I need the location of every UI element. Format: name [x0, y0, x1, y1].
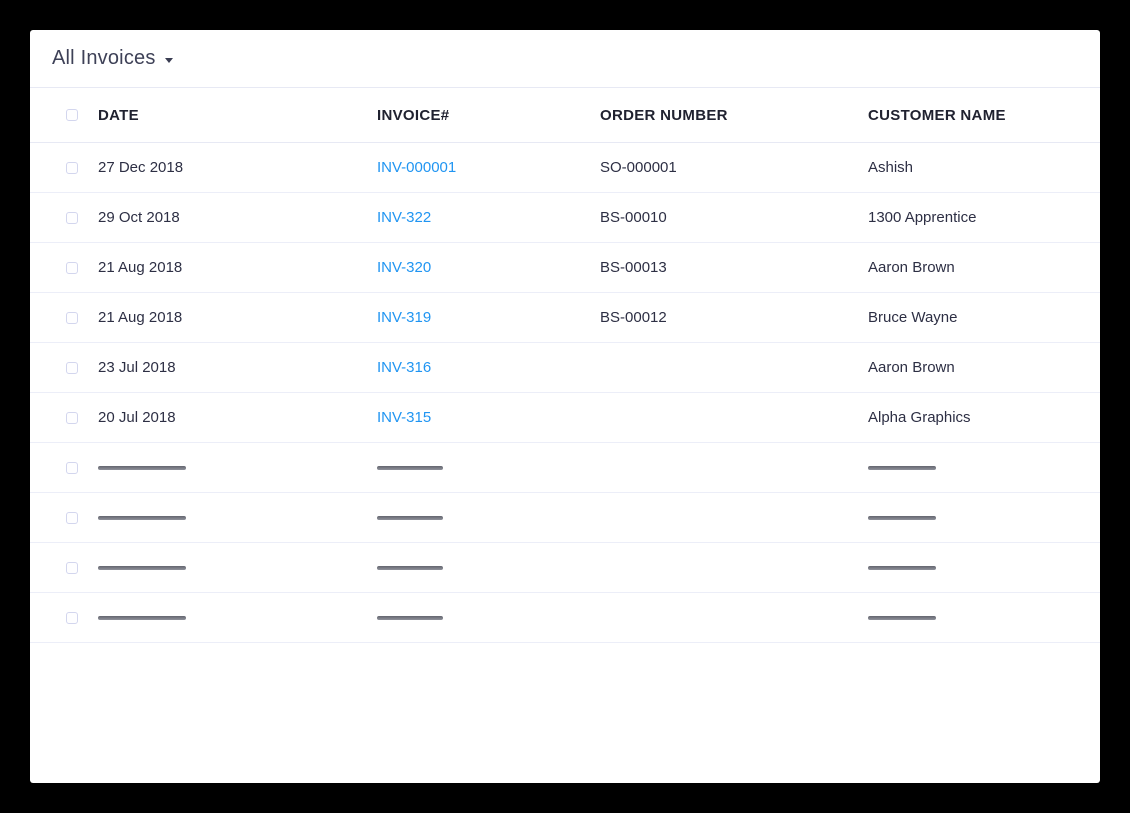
placeholder-bar	[868, 516, 936, 521]
placeholder-bar	[98, 566, 186, 571]
order-number: BS-00012	[600, 309, 667, 326]
chevron-down-icon	[164, 58, 173, 63]
table-row: 29 Oct 2018 INV-322 BS-00010 1300 Apprentic…	[30, 193, 1100, 243]
invoice-number-cell: INV-316	[377, 359, 600, 376]
row-checkbox[interactable]	[66, 211, 78, 224]
row-checkbox[interactable]	[66, 411, 78, 424]
column-header-date: DATE	[98, 106, 139, 124]
placeholder-date-cell	[98, 459, 377, 476]
row-checkbox[interactable]	[66, 311, 78, 324]
order-number: BS-00013	[600, 259, 667, 276]
invoice-rows: 27 Dec 2018 INV-000001 SO-000001 Ashish 29 O…	[30, 143, 1100, 643]
invoice-number-cell: INV-322	[377, 209, 600, 226]
select-all-checkbox[interactable]	[66, 109, 78, 121]
placeholder-customer-cell	[868, 559, 1100, 576]
row-checkbox[interactable]	[66, 361, 78, 374]
customer-name: Ashish	[868, 159, 914, 176]
table-row: 27 Dec 2018 INV-000001 SO-000001 Ashish	[30, 143, 1100, 193]
row-checkbox[interactable]	[66, 511, 78, 524]
invoice-link[interactable]: INV-320	[377, 259, 432, 276]
invoice-number-cell: INV-320	[377, 259, 600, 276]
order-number: SO-000001	[600, 159, 677, 176]
table-row: 20 Jul 2018 INV-315 Alpha Graphics	[30, 393, 1100, 443]
row-checkbox-cell	[30, 411, 98, 424]
row-checkbox[interactable]	[66, 461, 78, 474]
row-checkbox-cell	[30, 611, 98, 624]
row-checkbox-cell	[30, 261, 98, 274]
row-checkbox-cell	[30, 211, 98, 224]
placeholder-customer-cell	[868, 609, 1100, 626]
row-checkbox[interactable]	[66, 261, 78, 274]
invoice-number-cell: INV-319	[377, 309, 600, 326]
invoice-link[interactable]: INV-319	[377, 309, 432, 326]
table-row: 23 Jul 2018 INV-316 Aaron Brown	[30, 343, 1100, 393]
table-row	[30, 493, 1100, 543]
customer-name: 1300 Apprentice	[868, 209, 977, 226]
invoice-number-cell: INV-315	[377, 409, 600, 426]
placeholder-bar	[377, 616, 443, 621]
placeholder-bar	[98, 466, 186, 471]
placeholder-invoice-cell	[377, 559, 600, 576]
page-title: All Invoices	[52, 47, 156, 69]
invoice-date: 23 Jul 2018	[98, 359, 176, 376]
table-header-row: DATE INVOICE# ORDER NUMBER CUSTOMER NAME	[30, 88, 1100, 143]
placeholder-bar	[377, 466, 443, 471]
placeholder-date-cell	[98, 509, 377, 526]
row-checkbox-cell	[30, 511, 98, 524]
invoice-date: 21 Aug 2018	[98, 259, 183, 276]
title-bar: All Invoices	[30, 30, 1100, 88]
placeholder-invoice-cell	[377, 609, 600, 626]
column-header-invoice: INVOICE#	[377, 106, 450, 124]
invoice-link[interactable]: INV-316	[377, 359, 432, 376]
placeholder-bar	[98, 616, 186, 621]
invoice-date: 27 Dec 2018	[98, 159, 184, 176]
placeholder-invoice-cell	[377, 459, 600, 476]
placeholder-bar	[377, 516, 443, 521]
table-row	[30, 443, 1100, 493]
invoice-date: 20 Jul 2018	[98, 409, 176, 426]
row-checkbox-cell	[30, 561, 98, 574]
table-row: 21 Aug 2018 INV-320 BS-00013 Aaron Brown	[30, 243, 1100, 293]
row-checkbox[interactable]	[66, 161, 78, 174]
invoice-link[interactable]: INV-322	[377, 209, 432, 226]
customer-name: Alpha Graphics	[868, 409, 971, 426]
customer-name: Aaron Brown	[868, 359, 955, 376]
invoice-view-dropdown[interactable]: All Invoices	[52, 47, 173, 70]
placeholder-bar	[868, 616, 936, 621]
order-number: BS-00010	[600, 209, 667, 226]
row-checkbox-cell	[30, 461, 98, 474]
invoice-date: 21 Aug 2018	[98, 309, 183, 326]
column-header-customer-name: CUSTOMER NAME	[868, 106, 1006, 124]
invoice-number-cell: INV-000001	[377, 159, 600, 176]
table-row: 21 Aug 2018 INV-319 BS-00012 Bruce Wayne	[30, 293, 1100, 343]
customer-name: Aaron Brown	[868, 259, 955, 276]
invoice-link[interactable]: INV-000001	[377, 159, 457, 176]
placeholder-customer-cell	[868, 459, 1100, 476]
placeholder-bar	[98, 516, 186, 521]
invoice-list-panel: All Invoices DATE INVOICE# ORDER NUMBER …	[30, 30, 1100, 783]
table-row	[30, 543, 1100, 593]
row-checkbox-cell	[30, 161, 98, 174]
placeholder-bar	[377, 566, 443, 571]
placeholder-date-cell	[98, 559, 377, 576]
customer-name: Bruce Wayne	[868, 309, 958, 326]
column-header-order-number: ORDER NUMBER	[600, 106, 728, 124]
placeholder-bar	[868, 466, 936, 471]
placeholder-bar	[868, 566, 936, 571]
row-checkbox[interactable]	[66, 611, 78, 624]
placeholder-date-cell	[98, 609, 377, 626]
invoice-date: 29 Oct 2018	[98, 209, 180, 226]
placeholder-customer-cell	[868, 509, 1100, 526]
row-checkbox-cell	[30, 311, 98, 324]
placeholder-invoice-cell	[377, 509, 600, 526]
select-all-cell	[30, 109, 98, 121]
row-checkbox-cell	[30, 361, 98, 374]
row-checkbox[interactable]	[66, 561, 78, 574]
table-row	[30, 593, 1100, 643]
invoice-link[interactable]: INV-315	[377, 409, 432, 426]
